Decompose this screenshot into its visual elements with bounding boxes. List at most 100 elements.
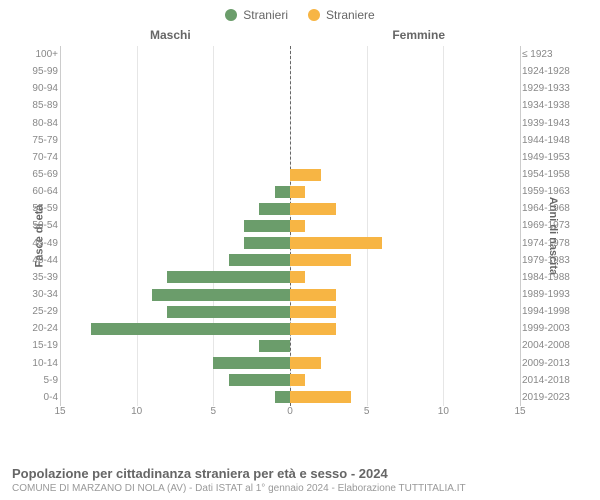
pyramid-row: 85-891934-1938 xyxy=(60,97,520,114)
bar-female xyxy=(290,323,336,335)
plot-area: 100+≤ 192395-991924-192890-941929-193385… xyxy=(60,46,520,426)
pyramid-row: 80-841939-1943 xyxy=(60,115,520,132)
birth-year-label: 1969-1973 xyxy=(522,220,580,231)
birth-year-label: 1944-1948 xyxy=(522,135,580,146)
pyramid-row: 45-491974-1978 xyxy=(60,235,520,252)
age-label: 85-89 xyxy=(20,100,58,111)
birth-year-label: 1994-1998 xyxy=(522,306,580,317)
birth-year-label: 1939-1943 xyxy=(522,118,580,129)
bar-male xyxy=(259,340,290,352)
pyramid-row: 40-441979-1983 xyxy=(60,252,520,269)
birth-year-label: 1984-1988 xyxy=(522,272,580,283)
x-tick: 5 xyxy=(211,406,217,417)
birth-year-label: 2019-2023 xyxy=(522,392,580,403)
age-label: 95-99 xyxy=(20,66,58,77)
pyramid-row: 30-341989-1993 xyxy=(60,286,520,303)
age-label: 25-29 xyxy=(20,306,58,317)
age-label: 0-4 xyxy=(20,392,58,403)
column-header-female: Femmine xyxy=(392,28,445,42)
x-tick: 10 xyxy=(438,406,449,417)
legend-swatch-male xyxy=(225,9,237,21)
legend-swatch-female xyxy=(308,9,320,21)
bar-male xyxy=(275,391,290,403)
birth-year-label: 1934-1938 xyxy=(522,100,580,111)
pyramid-row: 55-591964-1968 xyxy=(60,200,520,217)
bar-female xyxy=(290,237,382,249)
legend-label-female: Straniere xyxy=(326,8,375,22)
age-label: 100+ xyxy=(20,49,58,60)
bar-male xyxy=(167,306,290,318)
bar-male xyxy=(275,186,290,198)
pyramid-row: 50-541969-1973 xyxy=(60,217,520,234)
bar-female xyxy=(290,186,305,198)
bar-male xyxy=(244,237,290,249)
pyramid-row: 20-241999-2003 xyxy=(60,320,520,337)
column-header-male: Maschi xyxy=(150,28,191,42)
age-label: 5-9 xyxy=(20,375,58,386)
legend-label-male: Stranieri xyxy=(243,8,288,22)
pyramid-row: 0-42019-2023 xyxy=(60,389,520,406)
age-label: 45-49 xyxy=(20,238,58,249)
pyramid-row: 65-691954-1958 xyxy=(60,166,520,183)
birth-year-label: 1989-1993 xyxy=(522,289,580,300)
chart-title: Popolazione per cittadinanza straniera p… xyxy=(12,466,588,481)
x-tick: 10 xyxy=(131,406,142,417)
bar-male xyxy=(91,323,290,335)
birth-year-label: 2004-2008 xyxy=(522,340,580,351)
bar-female xyxy=(290,169,321,181)
age-label: 40-44 xyxy=(20,255,58,266)
bar-male xyxy=(229,254,290,266)
age-label: 75-79 xyxy=(20,135,58,146)
birth-year-label: 1949-1953 xyxy=(522,152,580,163)
age-label: 35-39 xyxy=(20,272,58,283)
age-label: 60-64 xyxy=(20,186,58,197)
age-label: 80-84 xyxy=(20,118,58,129)
pyramid-row: 10-142009-2013 xyxy=(60,355,520,372)
pyramid-row: 90-941929-1933 xyxy=(60,80,520,97)
bar-female xyxy=(290,254,351,266)
bar-male xyxy=(213,357,290,369)
bar-male xyxy=(152,289,290,301)
bar-female xyxy=(290,289,336,301)
birth-year-label: 1979-1983 xyxy=(522,255,580,266)
birth-year-label: 1929-1933 xyxy=(522,83,580,94)
age-label: 65-69 xyxy=(20,169,58,180)
grid-line xyxy=(520,46,521,406)
bar-male xyxy=(259,203,290,215)
birth-year-label: 2014-2018 xyxy=(522,375,580,386)
birth-year-label: 1959-1963 xyxy=(522,186,580,197)
age-label: 30-34 xyxy=(20,289,58,300)
pyramid-row: 100+≤ 1923 xyxy=(60,46,520,63)
birth-year-label: ≤ 1923 xyxy=(522,49,580,60)
birth-year-label: 1999-2003 xyxy=(522,323,580,334)
bar-rows: 100+≤ 192395-991924-192890-941929-193385… xyxy=(60,46,520,406)
age-label: 15-19 xyxy=(20,340,58,351)
pyramid-row: 15-192004-2008 xyxy=(60,337,520,354)
legend-item-male: Stranieri xyxy=(225,8,288,22)
birth-year-label: 1964-1968 xyxy=(522,203,580,214)
bar-male xyxy=(229,374,290,386)
pyramid-row: 75-791944-1948 xyxy=(60,132,520,149)
bar-male xyxy=(167,271,290,283)
chart-subtitle: COMUNE DI MARZANO DI NOLA (AV) - Dati IS… xyxy=(12,483,588,494)
bar-female xyxy=(290,306,336,318)
pyramid-row: 70-741949-1953 xyxy=(60,149,520,166)
birth-year-label: 2009-2013 xyxy=(522,358,580,369)
age-label: 90-94 xyxy=(20,83,58,94)
pyramid-row: 25-291994-1998 xyxy=(60,303,520,320)
pyramid-row: 5-92014-2018 xyxy=(60,372,520,389)
chart-area: Maschi Femmine Fasce di età Anni di nasc… xyxy=(0,26,600,446)
chart-footer: Popolazione per cittadinanza straniera p… xyxy=(12,466,588,494)
legend-item-female: Straniere xyxy=(308,8,375,22)
bar-female xyxy=(290,357,321,369)
x-tick: 15 xyxy=(514,406,525,417)
bar-female xyxy=(290,220,305,232)
birth-year-label: 1924-1928 xyxy=(522,66,580,77)
age-label: 50-54 xyxy=(20,220,58,231)
pyramid-row: 60-641959-1963 xyxy=(60,183,520,200)
birth-year-label: 1974-1978 xyxy=(522,238,580,249)
x-tick: 5 xyxy=(364,406,370,417)
x-tick: 0 xyxy=(287,406,293,417)
pyramid-row: 95-991924-1928 xyxy=(60,63,520,80)
birth-year-label: 1954-1958 xyxy=(522,169,580,180)
